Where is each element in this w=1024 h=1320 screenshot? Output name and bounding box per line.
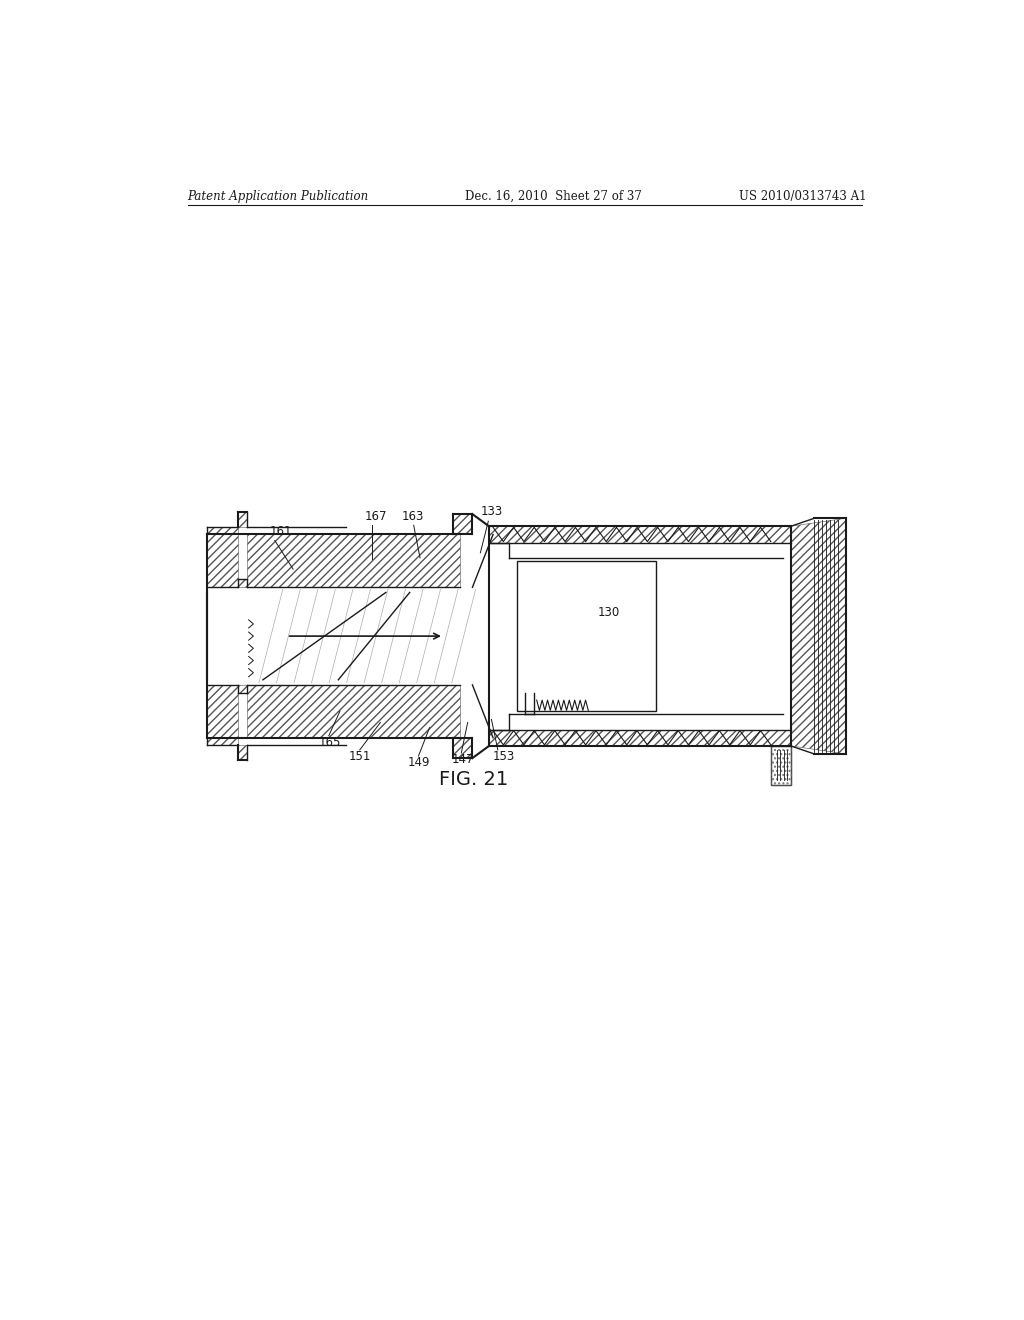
Text: 149: 149 [408,756,430,770]
Text: 153: 153 [494,750,515,763]
Text: 167: 167 [365,511,387,523]
Text: 165: 165 [318,735,341,748]
Text: 151: 151 [348,750,371,763]
Bar [517,561,655,711]
Text: Patent Application Publication: Patent Application Publication [187,190,369,203]
Text: 163: 163 [401,511,424,523]
Text: 133: 133 [480,506,503,519]
Text: US 2010/0313743 A1: US 2010/0313743 A1 [738,190,866,203]
Text: Dec. 16, 2010  Sheet 27 of 37: Dec. 16, 2010 Sheet 27 of 37 [465,190,642,203]
Bar [771,746,791,784]
Text: FIG. 21: FIG. 21 [438,770,508,788]
Text: 161: 161 [269,524,292,537]
Text: 130: 130 [598,606,621,619]
Text: 147: 147 [452,752,474,766]
